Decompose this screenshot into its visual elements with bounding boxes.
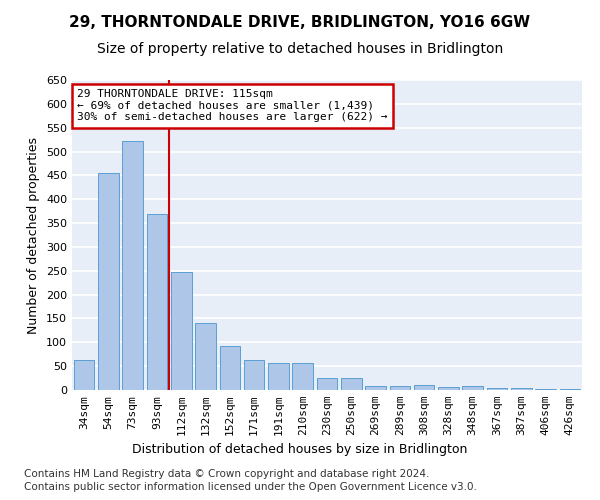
Bar <box>146 214 167 390</box>
Bar <box>341 378 362 390</box>
Bar <box>220 346 240 390</box>
Text: 29, THORNTONDALE DRIVE, BRIDLINGTON, YO16 6GW: 29, THORNTONDALE DRIVE, BRIDLINGTON, YO1… <box>70 15 530 30</box>
Bar <box>438 386 459 390</box>
Text: Contains HM Land Registry data © Crown copyright and database right 2024.: Contains HM Land Registry data © Crown c… <box>24 469 430 479</box>
Y-axis label: Number of detached properties: Number of detached properties <box>28 136 40 334</box>
Bar <box>463 386 483 390</box>
Bar <box>535 388 556 390</box>
Bar <box>487 388 508 390</box>
Text: Distribution of detached houses by size in Bridlington: Distribution of detached houses by size … <box>133 442 467 456</box>
Bar <box>389 386 410 390</box>
Bar <box>292 363 313 390</box>
Bar <box>122 141 143 390</box>
Text: Contains public sector information licensed under the Open Government Licence v3: Contains public sector information licen… <box>24 482 477 492</box>
Bar <box>414 385 434 390</box>
Bar <box>560 388 580 390</box>
Bar <box>244 360 265 390</box>
Text: Size of property relative to detached houses in Bridlington: Size of property relative to detached ho… <box>97 42 503 56</box>
Bar <box>365 386 386 390</box>
Text: 29 THORNTONDALE DRIVE: 115sqm
← 69% of detached houses are smaller (1,439)
30% o: 29 THORNTONDALE DRIVE: 115sqm ← 69% of d… <box>77 90 388 122</box>
Bar <box>74 360 94 390</box>
Bar <box>268 363 289 390</box>
Bar <box>195 323 216 390</box>
Bar <box>98 173 119 390</box>
Bar <box>511 388 532 390</box>
Bar <box>171 272 191 390</box>
Bar <box>317 378 337 390</box>
